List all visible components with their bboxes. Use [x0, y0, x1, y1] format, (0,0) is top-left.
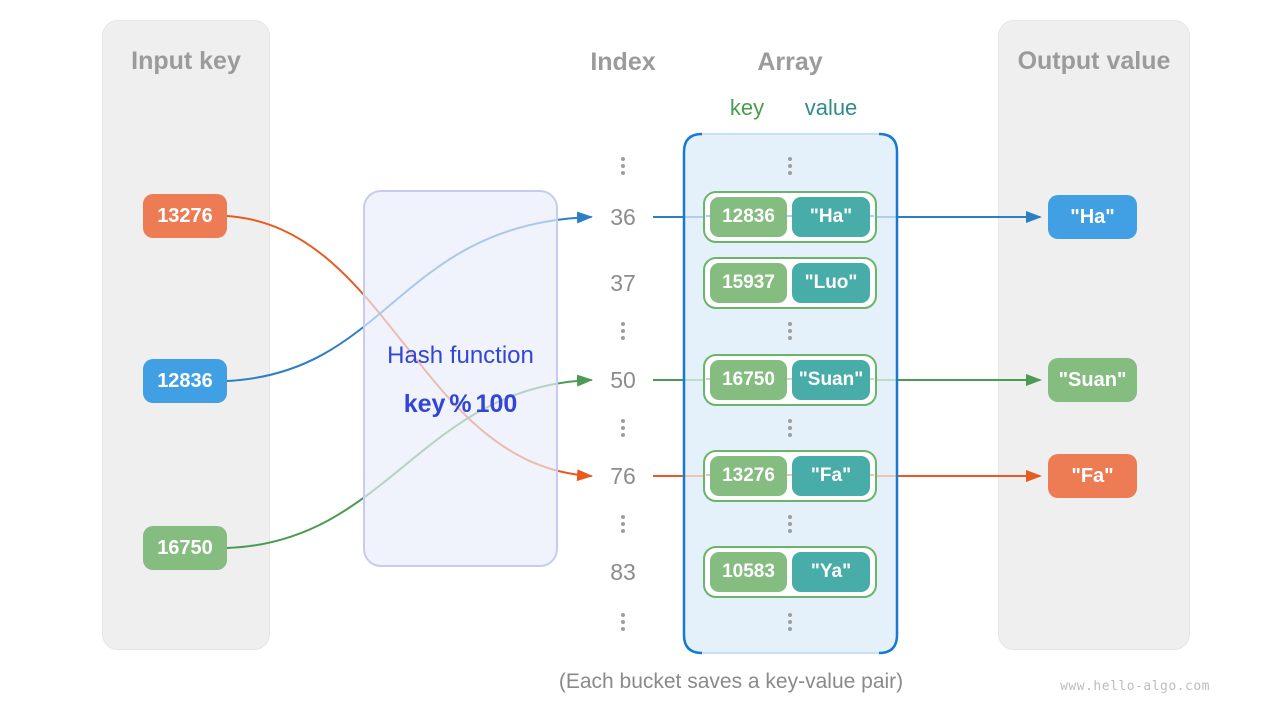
ellipsis-dots: [786, 613, 794, 631]
pass-through-line: [706, 215, 874, 217]
input-key-16750: 16750: [143, 526, 227, 570]
bucket-value: "Ya": [792, 552, 870, 592]
ellipsis-dots: [786, 419, 794, 437]
ellipsis-dots: [786, 515, 794, 533]
bucket-key: 13276: [710, 456, 787, 496]
bucket-value: "Suan": [792, 360, 870, 400]
array-key-header: key: [729, 95, 765, 120]
ellipsis-dots: [619, 515, 627, 533]
bucket-value: "Fa": [792, 456, 870, 496]
input-key-13276: 13276: [143, 194, 227, 238]
index-76: 76: [610, 463, 636, 489]
bucket-row-37: 15937 "Luo": [703, 257, 877, 309]
index-37: 37: [610, 270, 636, 296]
bucket-row-83: 10583 "Ya": [703, 546, 877, 598]
bucket-row-76: 13276 "Fa": [703, 450, 877, 502]
bucket-row-36: 12836 "Ha": [703, 191, 877, 243]
index-column-header: Index: [590, 48, 656, 76]
ellipsis-dots: [786, 157, 794, 175]
bucket-key: 16750: [710, 360, 787, 400]
output-value-suan: "Suan": [1048, 358, 1137, 402]
input-key-12836: 12836: [143, 359, 227, 403]
bucket-row-50: 16750 "Suan": [703, 354, 877, 406]
hash-function-title: Hash function: [387, 342, 534, 369]
input-panel-title: Input key: [131, 47, 241, 75]
index-83: 83: [610, 559, 636, 585]
array-column-header: Array: [757, 48, 823, 76]
watermark: www.hello-algo.com: [1060, 679, 1210, 694]
bucket-key: 15937: [710, 263, 787, 303]
index-36: 36: [610, 204, 636, 230]
figure-caption: (Each bucket saves a key-value pair): [558, 670, 904, 693]
ellipsis-dots: [619, 322, 627, 340]
hash-function-box: Hash function key % 100: [363, 190, 558, 567]
hash-function-formula: key % 100: [403, 390, 518, 418]
output-value-ha: "Ha": [1048, 195, 1137, 239]
pass-through-line: [706, 378, 874, 380]
ellipsis-dots: [619, 157, 627, 175]
array-right-bracket: [878, 132, 899, 655]
pass-through-line: [706, 474, 874, 476]
index-50: 50: [610, 367, 636, 393]
output-panel-title: Output value: [1017, 47, 1171, 75]
bucket-key: 10583: [710, 552, 787, 592]
output-value-panel: Output value: [998, 20, 1190, 650]
array-left-bracket: [682, 132, 703, 655]
ellipsis-dots: [619, 419, 627, 437]
ellipsis-dots: [619, 613, 627, 631]
output-value-fa: "Fa": [1048, 454, 1137, 498]
array-value-header: value: [804, 95, 858, 120]
bucket-key: 12836: [710, 197, 787, 237]
bucket-value: "Luo": [792, 263, 870, 303]
ellipsis-dots: [786, 322, 794, 340]
bucket-value: "Ha": [792, 197, 870, 237]
